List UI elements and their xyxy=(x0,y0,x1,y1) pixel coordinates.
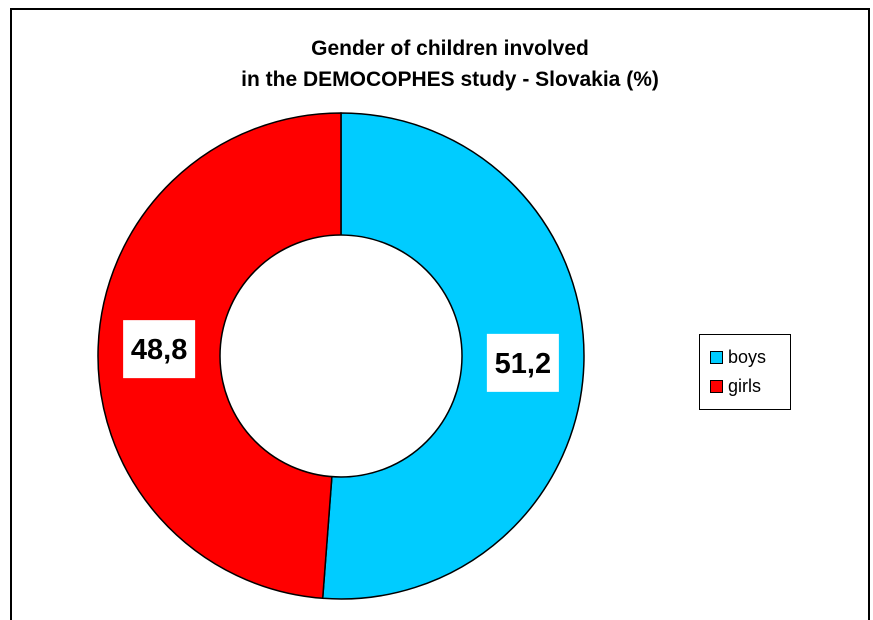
data-label-box-boys xyxy=(486,333,559,392)
chart-title: Gender of children involved in the DEMOC… xyxy=(0,33,873,95)
legend-swatch-boys xyxy=(710,351,723,364)
legend-item-girls: girls xyxy=(710,372,790,401)
data-label-text-girls: 48,8 xyxy=(131,334,187,366)
legend-item-boys: boys xyxy=(710,343,790,372)
donut-hole xyxy=(219,234,463,478)
data-label-text-boys: 51,2 xyxy=(495,348,551,380)
legend-swatch-girls xyxy=(710,380,723,393)
chart-legend: boys girls xyxy=(699,334,791,410)
legend-label-girls: girls xyxy=(728,376,762,396)
data-label-box-girls xyxy=(123,320,196,379)
legend-label-boys: boys xyxy=(728,347,767,367)
data-label-boys: 51,2 xyxy=(486,333,559,392)
data-label-girls: 48,8 xyxy=(123,320,196,379)
chart-title-line-2: in the DEMOCOPHES study - Slovakia (%) xyxy=(241,68,659,91)
chart-title-line-1: Gender of children involved xyxy=(311,37,589,60)
